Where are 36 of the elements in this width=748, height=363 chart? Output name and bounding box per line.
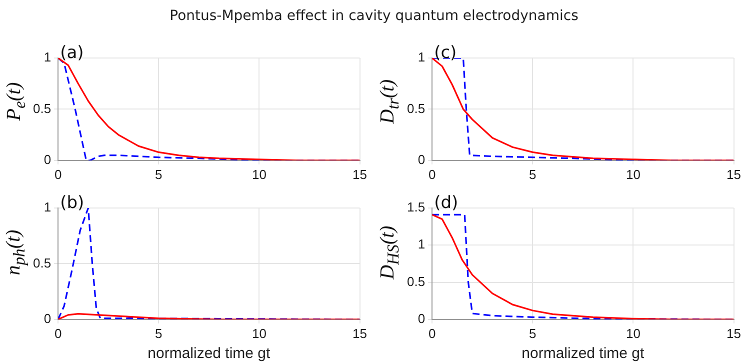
x-tick-label: 0 (54, 166, 62, 182)
annotation: (d) (434, 192, 458, 213)
annotation: (b) (60, 192, 84, 213)
y-tick-label: 1 (44, 200, 52, 215)
x-tick-label: 10 (626, 326, 640, 341)
x-tick-label: 15 (352, 326, 368, 341)
x-tick-label: 10 (626, 166, 640, 182)
x-tick-label: 5 (529, 166, 536, 182)
y-tick-label: 1 (44, 50, 52, 65)
x-tick-label: 15 (352, 166, 368, 182)
y-tick-label: 1 (418, 236, 426, 252)
y-tick-label: 0.5 (406, 100, 426, 116)
annotation: (c) (434, 42, 457, 63)
x-axis-title: normalized time gt (148, 345, 272, 362)
y-tick-label: 0 (418, 310, 426, 326)
y-tick-label: 1 (418, 50, 426, 65)
x-tick-label: 15 (726, 166, 742, 182)
x-tick-label: 0 (428, 326, 436, 341)
x-tick-label: 15 (726, 326, 742, 341)
y-tick-label: 0.5 (32, 255, 52, 270)
annotation: (a) (60, 42, 84, 63)
x-tick-label: 0 (428, 166, 436, 182)
x-tick-label: 10 (252, 326, 266, 341)
y-tick-label: 1.5 (406, 200, 426, 215)
y-tick-label: 0 (44, 310, 52, 326)
x-tick-label: 5 (155, 166, 162, 182)
x-tick-label: 10 (252, 166, 266, 182)
y-tick-label: 0.5 (406, 274, 426, 289)
x-tick-label: 0 (54, 326, 62, 341)
y-tick-label: 0.5 (32, 100, 52, 116)
y-tick-label: 0 (418, 152, 426, 167)
x-tick-label: 5 (155, 326, 162, 341)
x-axis-title: normalized time gt (522, 345, 646, 362)
chart-title: Pontus-Mpemba effect in cavity quantum electrodynamics (168, 8, 580, 24)
x-tick-label: 5 (529, 326, 536, 341)
y-tick-label: 0 (44, 152, 52, 167)
